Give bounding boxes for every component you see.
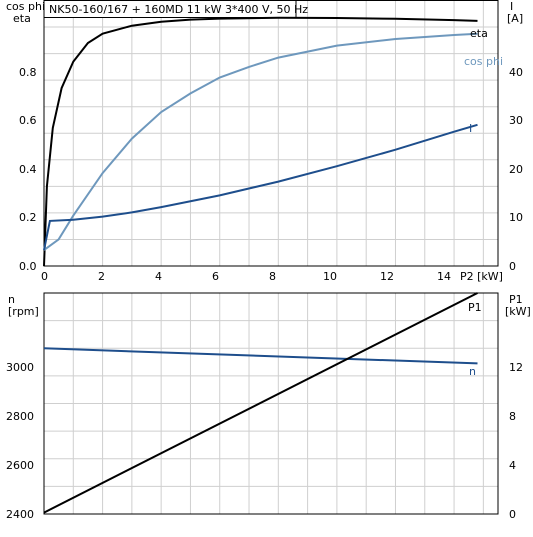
p1-curve: [43, 292, 478, 514]
y-tick-label-left: 0.4: [19, 163, 37, 176]
speed-series-label: n: [469, 365, 476, 378]
p1-series-label: P1: [468, 301, 482, 314]
x-tick-label: 8: [269, 270, 276, 283]
right-axis-label-A: [A]: [507, 12, 523, 25]
bottom-chart-frame: [43, 292, 499, 515]
cos-phi-series-label: cos phi: [464, 55, 503, 68]
current-series-label: I: [469, 122, 472, 135]
cos-phi-curve: [43, 32, 478, 251]
right-axis-label-kW: [kW]: [505, 305, 531, 318]
x-tick-label: 6: [212, 270, 219, 283]
top-chart-grid: [43, 0, 498, 267]
y-tick-label-right: 12: [509, 361, 523, 374]
right-axis-label-I: I: [510, 0, 513, 13]
bottom-chart-grid: [43, 292, 498, 515]
y-tick-label-right: 30: [509, 114, 523, 127]
y-tick-label-right: 4: [509, 459, 516, 472]
speed-curve: [43, 347, 478, 365]
x-tick-label: 14: [437, 270, 451, 283]
current-curve: [43, 123, 478, 251]
y-tick-label-right: 20: [509, 163, 523, 176]
x-tick-label: 10: [323, 270, 337, 283]
y-tick-label-right: 8: [509, 410, 516, 423]
y-tick-label-right: 0: [509, 260, 516, 273]
x-axis-label: P2 [kW]: [460, 270, 503, 283]
eta-curve: [43, 16, 478, 267]
y-tick-label-right: 40: [509, 66, 523, 79]
y-tick-label-left: 0.6: [19, 114, 37, 127]
y-tick-label-left: 3000: [6, 361, 34, 374]
top-x-tick-labels: 0 2 4 6 8 10 12 14: [41, 270, 451, 283]
x-tick-label: 4: [155, 270, 162, 283]
x-tick-label: 0: [41, 270, 48, 283]
y-tick-label-left: 2600: [6, 459, 34, 472]
left-axis-label-n: n: [8, 293, 15, 306]
top-right-tick-labels: 0 10 20 30 40: [509, 66, 523, 273]
title-box: [43, 0, 297, 18]
left-axis-label-eta: eta: [13, 12, 31, 25]
bottom-right-tick-labels: 0 4 8 12: [509, 361, 523, 521]
y-tick-label-left: 0.0: [19, 260, 37, 273]
x-tick-label: 2: [98, 270, 105, 283]
y-tick-label-right: 0: [509, 508, 516, 521]
y-tick-label-left: 2800: [6, 410, 34, 423]
left-axis-label-cosphi: cos phi: [6, 0, 45, 13]
y-tick-label-left: 0.8: [19, 66, 37, 79]
eta-series-label: eta: [470, 27, 488, 40]
y-tick-label-left: 2400: [6, 508, 34, 521]
chart-title: NK50-160/167 + 160MD 11 kW 3*400 V, 50 H…: [49, 3, 308, 16]
y-tick-label-left: 0.2: [19, 211, 37, 224]
right-axis-label-P1: P1: [509, 293, 523, 306]
x-tick-label: 12: [380, 270, 394, 283]
bottom-left-tick-labels: 2400 2600 2800 3000: [6, 361, 34, 521]
top-left-tick-labels: 0.0 0.2 0.4 0.6 0.8: [19, 66, 37, 273]
y-tick-label-right: 10: [509, 211, 523, 224]
left-axis-label-rpm: [rpm]: [8, 305, 39, 318]
